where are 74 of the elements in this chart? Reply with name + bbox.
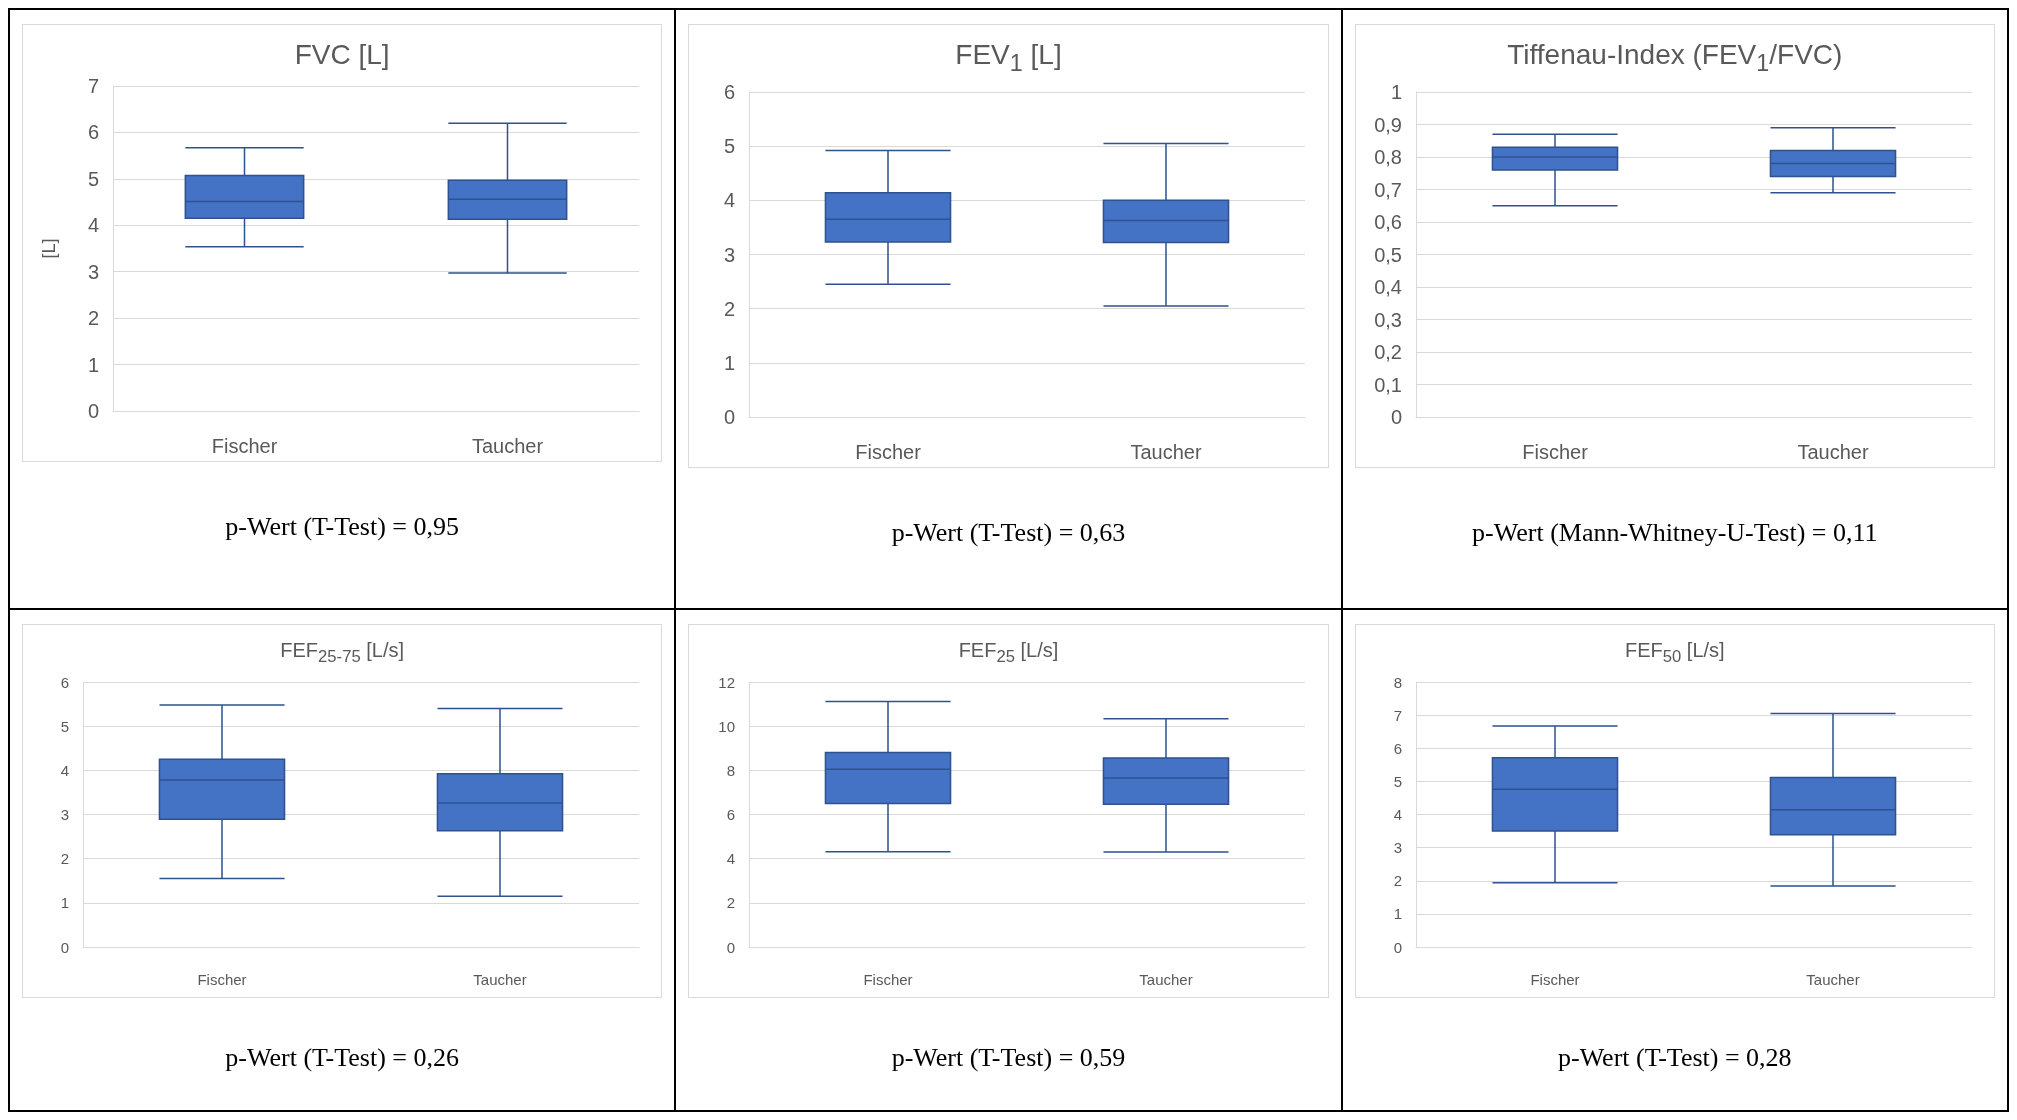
x-tick-label: Taucher bbox=[1130, 440, 1203, 463]
y-tick-label: 0,4 bbox=[1373, 275, 1402, 298]
y-tick-label: 5 bbox=[1393, 772, 1402, 790]
chart-title: FEF$_{25-75}$ [L/s] bbox=[279, 638, 406, 667]
y-tick-label: 0,7 bbox=[1373, 178, 1402, 201]
y-tick-label: 0,2 bbox=[1373, 340, 1402, 363]
y-tick-label: 8 bbox=[726, 761, 736, 779]
y-tick-label: 5 bbox=[724, 134, 736, 157]
chart-title: FEF$_{50}$ [L/s] bbox=[1624, 638, 1726, 667]
text: p-Wert (T-Test) = 0,95 bbox=[224, 512, 460, 542]
y-tick-label: 1 bbox=[87, 353, 99, 376]
y-tick-label: 3 bbox=[60, 806, 69, 823]
y-tick-label: 2 bbox=[724, 297, 736, 320]
y-tick-label: 0,9 bbox=[1373, 113, 1402, 136]
x-tick-label: Fischer bbox=[211, 435, 278, 457]
y-tick-label: 6 bbox=[726, 806, 736, 823]
y-tick-label: 12 bbox=[718, 673, 736, 691]
y-tick-label: 6 bbox=[1393, 739, 1402, 757]
y-tick-label: 10 bbox=[718, 717, 736, 735]
y-tick-label: 0,5 bbox=[1373, 243, 1402, 266]
y-tick-label: 2 bbox=[726, 894, 736, 912]
y-tick-label: 1 bbox=[1390, 80, 1402, 103]
chart-title: FEF$_{25}$ [L/s] bbox=[957, 638, 1060, 667]
y-tick-label: 6 bbox=[87, 121, 99, 144]
text: p-Wert (Mann-Whitney-U-Test) = 0,11 bbox=[1471, 517, 1879, 548]
y-tick-label: 0 bbox=[87, 400, 99, 422]
y-tick-label: 7 bbox=[1393, 706, 1402, 724]
y-axis-title: [L] bbox=[39, 238, 59, 259]
x-tick-label: Taucher bbox=[471, 435, 544, 457]
y-tick-label: 0,3 bbox=[1373, 308, 1402, 331]
y-tick-label: 0 bbox=[726, 938, 736, 956]
y-tick-label: 7 bbox=[87, 75, 99, 97]
x-tick-label: Fischer bbox=[197, 971, 247, 988]
y-tick-label: 5 bbox=[60, 717, 69, 735]
x-tick-label: Taucher bbox=[1139, 971, 1194, 988]
chart-title: FEV$_{1}$ [L] bbox=[954, 38, 1063, 77]
text: p-Wert (T-Test) = 0,59 bbox=[890, 1043, 1127, 1073]
y-tick-label: 0 bbox=[1393, 938, 1402, 956]
y-tick-label: 0,1 bbox=[1373, 373, 1402, 396]
y-tick-label: 6 bbox=[724, 80, 736, 103]
chart-title: FVC [L] bbox=[293, 38, 391, 71]
x-tick-label: Taucher bbox=[473, 971, 527, 988]
x-tick-label: Taucher bbox=[1797, 440, 1869, 463]
x-tick-label: Fischer bbox=[1530, 971, 1580, 988]
y-tick-label: 4 bbox=[724, 188, 736, 211]
y-tick-label: 4 bbox=[60, 761, 69, 779]
y-tick-label: 2 bbox=[87, 307, 99, 330]
text: p-Wert (T-Test) = 0,26 bbox=[224, 1043, 460, 1073]
y-tick-label: 8 bbox=[1393, 673, 1402, 691]
y-tick-label: 3 bbox=[1393, 839, 1402, 857]
y-tick-label: 0,6 bbox=[1373, 210, 1402, 233]
y-tick-label: 0 bbox=[724, 405, 736, 428]
y-tick-label: 0 bbox=[60, 938, 69, 956]
chart-title: Tiffenau-Index (FEV$_{1}$/FVC) bbox=[1506, 38, 1844, 77]
y-tick-label: 6 bbox=[60, 673, 69, 691]
y-tick-label: 1 bbox=[1393, 905, 1402, 923]
y-tick-label: 2 bbox=[1393, 872, 1402, 890]
y-tick-label: 0 bbox=[1390, 405, 1402, 428]
y-tick-label: 2 bbox=[60, 850, 69, 868]
text: p-Wert (T-Test) = 0,28 bbox=[1557, 1043, 1793, 1073]
y-tick-label: 4 bbox=[87, 214, 99, 237]
y-tick-label: 5 bbox=[87, 167, 99, 190]
y-tick-label: 0,8 bbox=[1373, 145, 1402, 168]
text: p-Wert (T-Test) = 0,63 bbox=[890, 517, 1127, 548]
y-tick-label: 1 bbox=[60, 894, 69, 912]
y-tick-label: 3 bbox=[87, 260, 99, 283]
x-tick-label: Fischer bbox=[863, 971, 913, 988]
x-tick-label: Fischer bbox=[855, 440, 922, 463]
y-tick-label: 1 bbox=[724, 351, 736, 374]
x-tick-label: Fischer bbox=[1521, 440, 1588, 463]
y-tick-label: 3 bbox=[724, 243, 736, 266]
y-tick-label: 4 bbox=[1393, 806, 1402, 823]
x-tick-label: Taucher bbox=[1805, 971, 1860, 988]
y-tick-label: 4 bbox=[726, 850, 736, 868]
